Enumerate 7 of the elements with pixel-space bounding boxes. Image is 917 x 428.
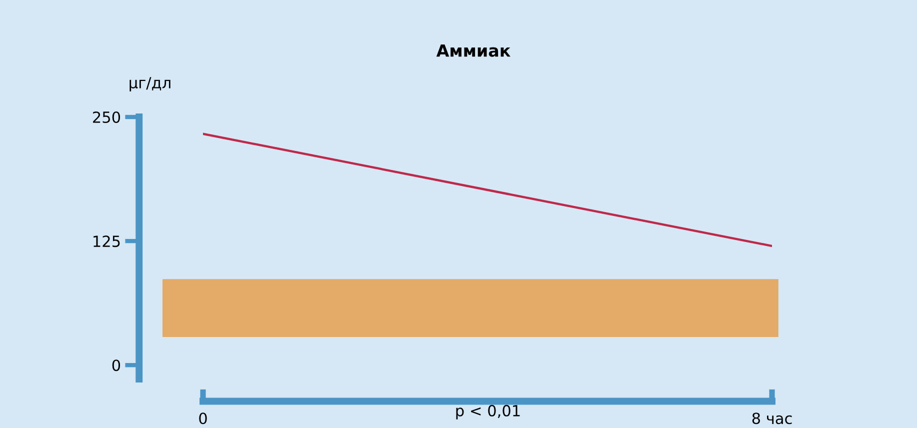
y-axis-title: μг/дл [130, 77, 170, 92]
y-tick-label: 250 [93, 111, 120, 124]
y-tick-label: 125 [94, 236, 120, 248]
text: p < 0,01 [456, 404, 520, 420]
chart-title: Аммиак [436, 44, 510, 57]
x-tick-label: 8 час [752, 412, 792, 424]
y-tick-label: 0 [112, 360, 120, 372]
